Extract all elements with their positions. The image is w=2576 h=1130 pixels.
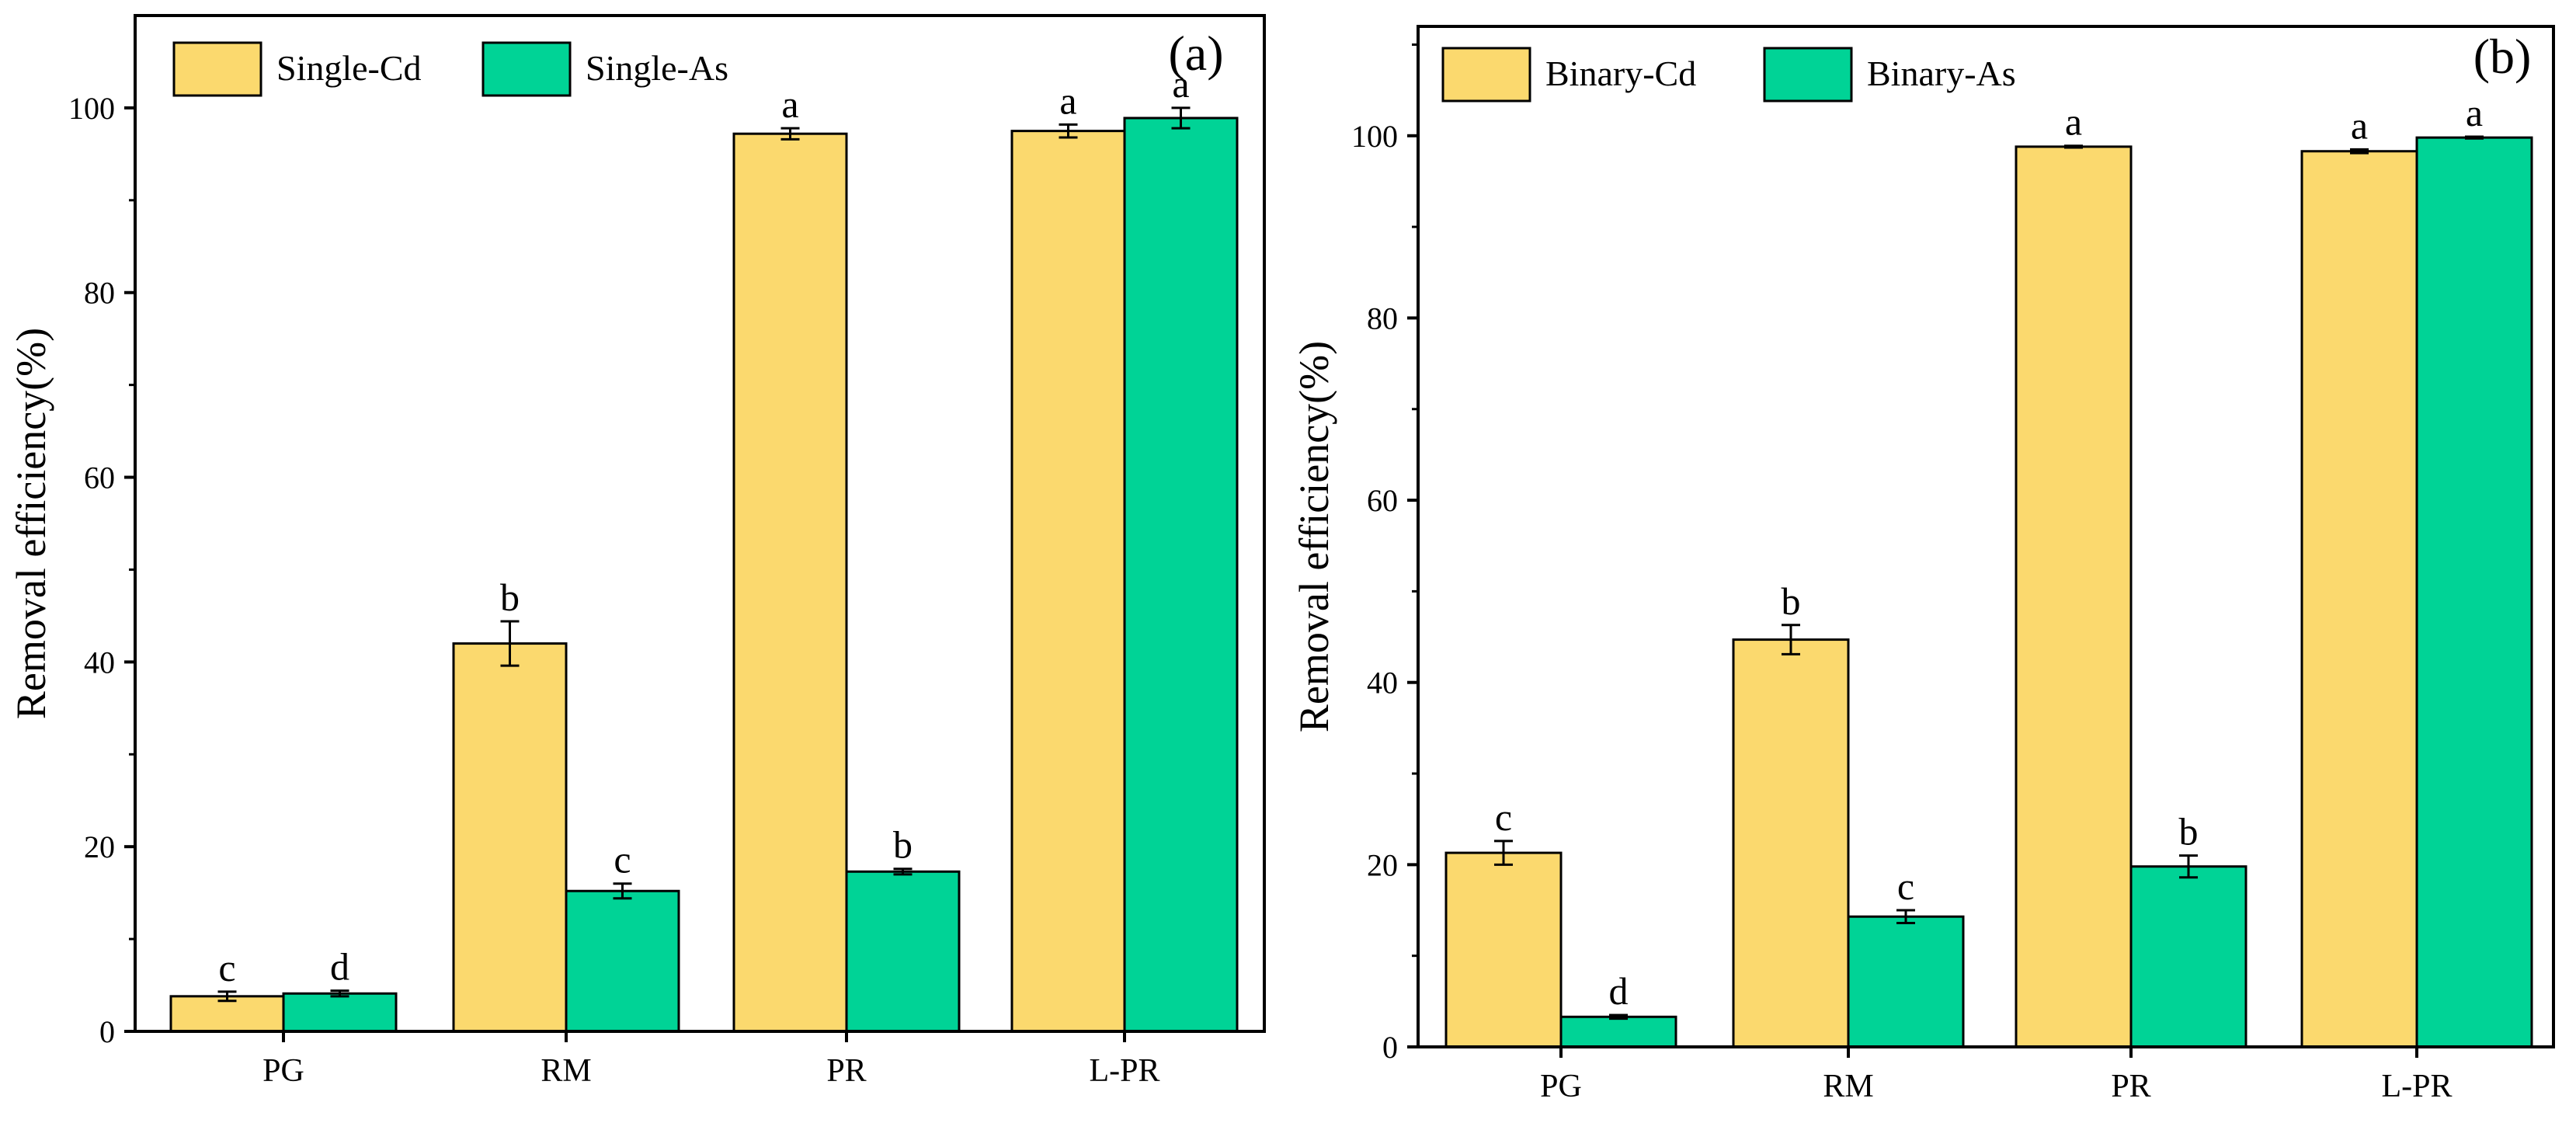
panel-label: (b) <box>2473 29 2532 84</box>
x-category-label: RM <box>1823 1069 1873 1104</box>
error-bar <box>1782 624 1800 655</box>
y-axis-title: Removal efficiency(%) <box>1291 341 1337 732</box>
bar-binary-as-pg <box>1559 1015 1677 1048</box>
significance-letter: a <box>2466 91 2483 134</box>
y-tick-label: 20 <box>1367 847 1398 882</box>
significance-letter: b <box>1782 579 1801 623</box>
bar-single-cd-rm <box>452 642 568 1033</box>
error-bar <box>893 867 913 876</box>
significance-letter: c <box>1897 864 1914 908</box>
error-bar <box>613 882 632 900</box>
bar-binary-cd-pr <box>2015 145 2133 1048</box>
error-bar <box>1896 909 1915 924</box>
x-category-label: L-PR <box>2381 1069 2452 1104</box>
panel-label: (a) <box>1168 26 1223 81</box>
x-category-label: RM <box>541 1053 591 1089</box>
bar-binary-as-l-pr <box>2415 136 2533 1048</box>
x-category-label: PG <box>1540 1069 1582 1104</box>
bar-binary-cd-l-pr <box>2300 150 2418 1048</box>
bar-binary-as-pr <box>2129 865 2247 1048</box>
error-bar <box>1609 1014 1628 1020</box>
legend-label: Binary-As <box>1867 54 2016 93</box>
axes-frame <box>134 14 1266 1033</box>
legend: Binary-Cd Binary-As <box>1441 47 2016 103</box>
panel-a: c b a a d c b a 0 20 40 60 80 100 PG RM PR L-PR Removal ef… <box>8 14 1266 1089</box>
y-tick-label: 60 <box>1367 483 1398 518</box>
y-tick-label: 40 <box>1367 666 1398 701</box>
error-bar <box>1171 106 1191 130</box>
x-category-label: PG <box>262 1053 304 1089</box>
legend-swatch <box>1441 47 1531 103</box>
legend-label: Single-Cd <box>276 48 422 88</box>
bar-single-as-pg <box>282 992 398 1033</box>
error-bar <box>2179 854 2198 879</box>
bar-single-as-pr <box>845 870 961 1033</box>
y-axis-title: Removal efficiency(%) <box>8 328 54 719</box>
y-tick-label: 100 <box>68 91 115 126</box>
legend-label: Binary-Cd <box>1545 54 1696 93</box>
significance-letter: c <box>614 838 631 881</box>
axes-frame <box>1417 25 2555 1048</box>
significance-letter: b <box>2179 810 2199 854</box>
y-tick-label: 40 <box>84 645 115 680</box>
error-bar <box>330 989 349 998</box>
error-bar <box>1494 840 1513 866</box>
legend-label: Single-As <box>586 48 728 88</box>
significance-letter: d <box>1609 969 1629 1013</box>
significance-letter: d <box>330 945 349 989</box>
significance-letter: c <box>1495 795 1512 839</box>
x-category-label: PR <box>826 1053 866 1089</box>
significance-letter: a <box>1059 78 1076 122</box>
y-tick-label: 20 <box>84 829 115 864</box>
legend-swatch <box>1763 47 1853 103</box>
y-tick-label: 0 <box>1382 1030 1398 1065</box>
significance-letter: c <box>218 946 235 989</box>
legend: Single-Cd Single-As <box>172 41 728 97</box>
bar-binary-cd-rm <box>1732 638 1850 1048</box>
error-bar <box>217 990 237 1003</box>
error-bar <box>2465 135 2484 140</box>
x-category-label: PR <box>2111 1069 2150 1104</box>
error-bar <box>500 620 520 667</box>
x-category-label: L-PR <box>1089 1053 1159 1089</box>
significance-letter: a <box>1172 62 1189 106</box>
error-bar <box>2064 144 2083 149</box>
error-bar <box>780 127 800 141</box>
error-bar <box>1059 123 1078 139</box>
bar-single-cd-l-pr <box>1010 130 1126 1033</box>
y-tick-label: 80 <box>1367 301 1398 336</box>
error-bar <box>2350 148 2369 155</box>
panel-b: c b a a d c b a 0 20 40 60 80 100 PG RM PR L-PR Removal ef… <box>1291 25 2555 1104</box>
y-tick-label: 80 <box>84 276 115 311</box>
bar-single-cd-pr <box>732 132 848 1033</box>
significance-letter: a <box>2065 100 2082 144</box>
significance-letter: b <box>893 823 913 867</box>
bar-binary-cd-pg <box>1444 851 1563 1048</box>
significance-letter: a <box>781 82 798 126</box>
legend-swatch <box>481 41 572 97</box>
y-tick-label: 100 <box>1351 119 1398 154</box>
legend-swatch <box>172 41 262 97</box>
significance-letter: a <box>2351 103 2368 147</box>
y-tick-label: 0 <box>99 1014 115 1049</box>
bar-single-as-rm <box>565 889 680 1033</box>
y-tick-label: 60 <box>84 461 115 495</box>
bar-binary-as-rm <box>1847 915 1965 1048</box>
bar-single-as-l-pr <box>1123 116 1239 1033</box>
significance-letter: b <box>500 575 520 619</box>
